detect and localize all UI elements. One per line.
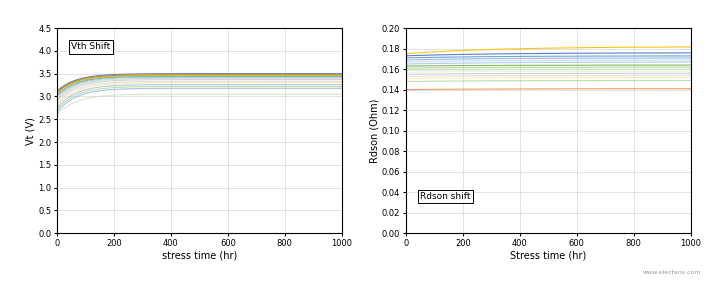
Y-axis label: Vt (V): Vt (V) bbox=[26, 117, 36, 145]
Text: Rdson shift: Rdson shift bbox=[420, 192, 471, 201]
Text: www.elecfans.com: www.elecfans.com bbox=[643, 270, 701, 275]
Text: Vth Shift: Vth Shift bbox=[71, 42, 110, 51]
Y-axis label: Rdson (Ohm): Rdson (Ohm) bbox=[369, 98, 379, 163]
X-axis label: Stress time (hr): Stress time (hr) bbox=[510, 251, 587, 260]
X-axis label: stress time (hr): stress time (hr) bbox=[162, 251, 237, 260]
